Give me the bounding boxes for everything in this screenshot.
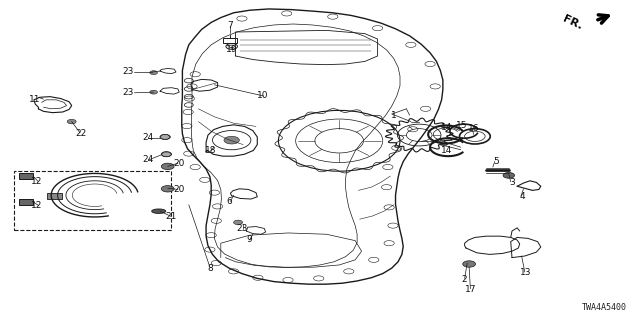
- Text: 23: 23: [122, 88, 134, 97]
- Bar: [19, 173, 33, 179]
- Text: 20: 20: [173, 185, 185, 194]
- Bar: [47, 193, 62, 199]
- Text: 16: 16: [468, 124, 479, 133]
- Text: 2: 2: [462, 275, 467, 284]
- Ellipse shape: [152, 209, 166, 213]
- Bar: [223, 38, 237, 43]
- Text: 22: 22: [75, 129, 86, 138]
- Text: 23: 23: [236, 224, 248, 233]
- Text: 23: 23: [122, 68, 134, 76]
- Text: 14: 14: [441, 124, 452, 132]
- Text: 12: 12: [31, 201, 43, 210]
- Text: 11: 11: [29, 95, 41, 104]
- Circle shape: [161, 186, 174, 192]
- Text: 24: 24: [143, 133, 154, 142]
- Circle shape: [160, 134, 170, 140]
- Text: 13: 13: [520, 268, 532, 277]
- Text: 17: 17: [465, 285, 477, 294]
- Text: 20: 20: [173, 159, 185, 168]
- Circle shape: [161, 152, 172, 157]
- Text: 14: 14: [441, 146, 452, 155]
- Text: 24: 24: [143, 156, 154, 164]
- Bar: [14, 171, 171, 230]
- Text: 21: 21: [166, 212, 177, 221]
- Circle shape: [463, 261, 476, 267]
- Text: 8: 8: [207, 264, 212, 273]
- Text: TWA4A5400: TWA4A5400: [582, 303, 627, 312]
- Text: 6: 6: [227, 197, 232, 206]
- Circle shape: [150, 90, 157, 94]
- Circle shape: [161, 163, 174, 170]
- Circle shape: [67, 119, 76, 124]
- Text: 12: 12: [31, 177, 43, 186]
- Text: 10: 10: [257, 92, 268, 100]
- Text: 19: 19: [226, 45, 237, 54]
- Text: 7: 7: [228, 21, 233, 30]
- Text: FR.: FR.: [561, 14, 584, 32]
- Text: 1: 1: [391, 111, 396, 120]
- Text: 15: 15: [456, 121, 468, 130]
- Circle shape: [150, 71, 157, 75]
- Circle shape: [234, 220, 243, 225]
- Text: 9: 9: [247, 236, 252, 244]
- Text: 4: 4: [520, 192, 525, 201]
- Circle shape: [503, 172, 515, 178]
- Text: 5: 5: [493, 157, 499, 166]
- Circle shape: [224, 136, 239, 144]
- Text: 3: 3: [509, 178, 515, 187]
- Text: 18: 18: [205, 146, 217, 155]
- Bar: [19, 199, 33, 205]
